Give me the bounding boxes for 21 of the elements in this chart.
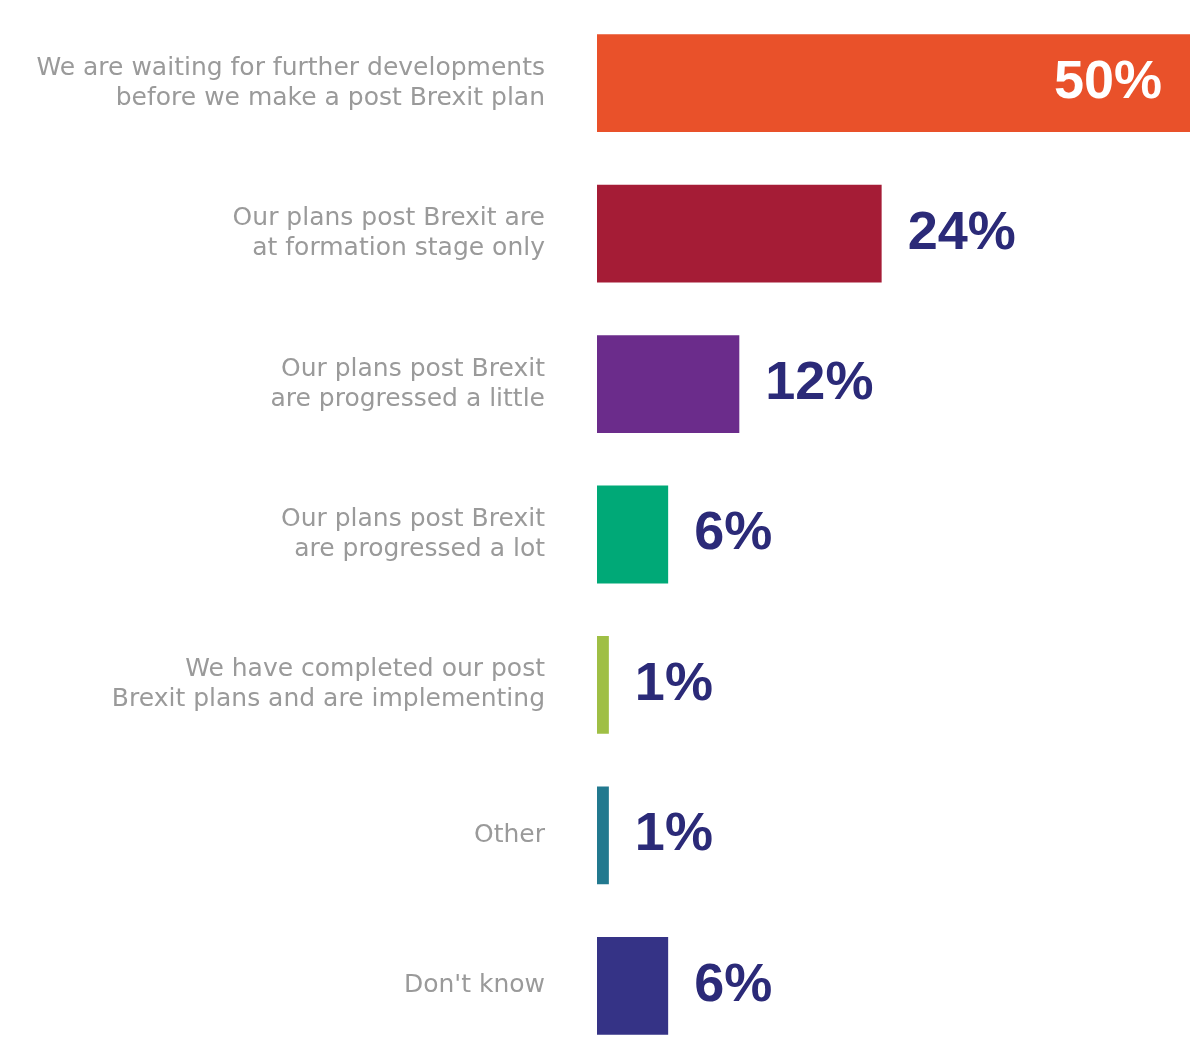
- y-tick-label: We have completed our post Brexit plans and are implementing: [111, 653, 546, 713]
- bar: [597, 335, 740, 433]
- data-label: 1%: [634, 650, 713, 711]
- data-label: 24%: [907, 199, 1016, 260]
- y-tick-label: We are waiting for further developments before we make a post Brexit plan: [36, 51, 545, 111]
- data-label: 50%: [1053, 49, 1162, 110]
- y-tick-label: Our plans post Brexit are progressed a little: [270, 352, 546, 412]
- y-tick-label: Other: [474, 818, 546, 848]
- bar: [597, 485, 669, 584]
- bar: [597, 184, 882, 283]
- y-tick-label: Our plans post Brexit are progressed a lot: [280, 503, 546, 562]
- data-label: 12%: [765, 349, 874, 410]
- bar: [597, 636, 609, 734]
- data-label: 6%: [694, 500, 773, 561]
- data-label: 1%: [634, 801, 713, 862]
- y-tick-label: Don't know: [403, 969, 545, 999]
- y-tick-label: Our plans post Brexit are at formation stage only: [232, 202, 546, 262]
- bar: [597, 936, 669, 1035]
- bar: [597, 786, 609, 885]
- data-label: 6%: [694, 951, 773, 1012]
- bar: [597, 34, 1190, 133]
